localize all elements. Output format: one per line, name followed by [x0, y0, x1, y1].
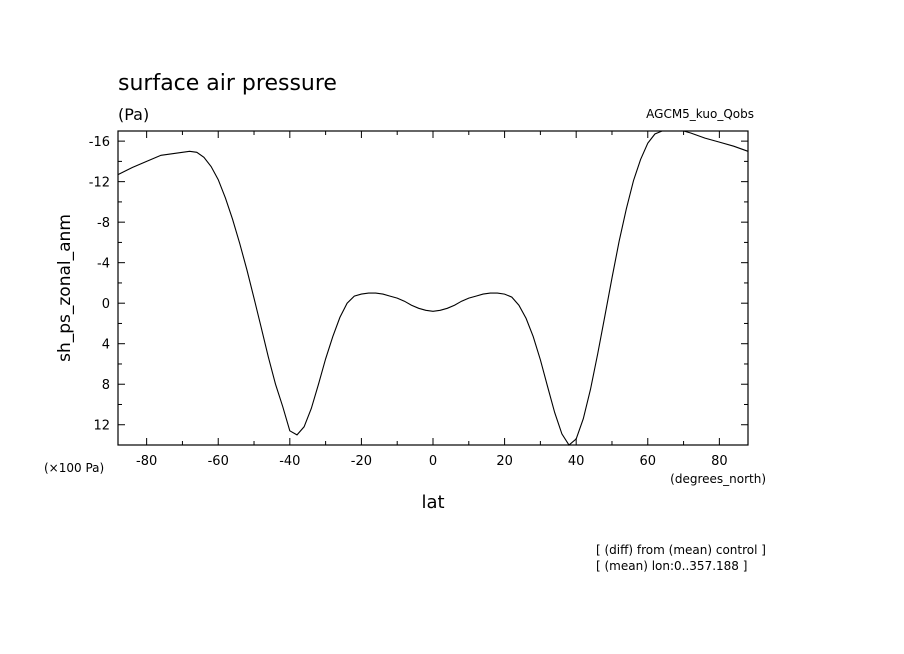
x-tick-label: 20 [496, 454, 513, 469]
x-axis: -80 -60 -40 -20 0 20 40 60 80 [136, 131, 728, 469]
x-tick-label: -80 [136, 454, 157, 469]
y-tick-label: 4 [102, 338, 110, 353]
plot-area [117, 130, 749, 446]
plot-border [117, 130, 749, 446]
x-tick-label: 0 [429, 454, 437, 469]
y-axis: -16 -12 -8 -4 0 4 8 12 [89, 135, 748, 446]
y-tick-label: 8 [102, 378, 110, 393]
x-tick-label: -60 [208, 454, 229, 469]
x-tick-label: 80 [711, 454, 728, 469]
series-line [117, 130, 749, 446]
y-scale-note: (×100 Pa) [44, 461, 104, 475]
y-tick-label: -8 [97, 216, 110, 231]
model-label: AGCM5_kuo_Qobs [646, 107, 754, 121]
note-line-2: [ (mean) lon:0..357.188 ] [596, 559, 747, 573]
x-tick-label: 40 [568, 454, 585, 469]
y-tick-label: -4 [97, 257, 110, 272]
x-axis-label: lat [421, 492, 444, 513]
x-tick-label: 60 [639, 454, 656, 469]
x-tick-label: -20 [351, 454, 372, 469]
chart-title: surface air pressure [118, 71, 337, 96]
note-line-1: [ (diff) from (mean) control ] [596, 543, 766, 557]
y-tick-label: -16 [89, 135, 110, 150]
y-tick-label: -12 [89, 176, 110, 191]
x-units-label: (degrees_north) [670, 472, 766, 486]
y-tick-label: 0 [102, 297, 110, 312]
x-tick-label: -40 [279, 454, 300, 469]
units-label: (Pa) [118, 105, 149, 124]
y-axis-label: sh_ps_zonal_anm [55, 214, 75, 362]
y-tick-label: 12 [93, 419, 110, 434]
